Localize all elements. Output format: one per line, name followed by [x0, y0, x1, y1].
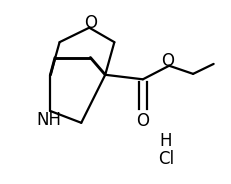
Text: Cl: Cl: [158, 150, 174, 168]
Text: O: O: [136, 112, 149, 130]
Text: O: O: [161, 52, 174, 70]
Text: O: O: [84, 14, 97, 32]
Text: NH: NH: [37, 111, 62, 129]
Text: H: H: [159, 132, 172, 150]
